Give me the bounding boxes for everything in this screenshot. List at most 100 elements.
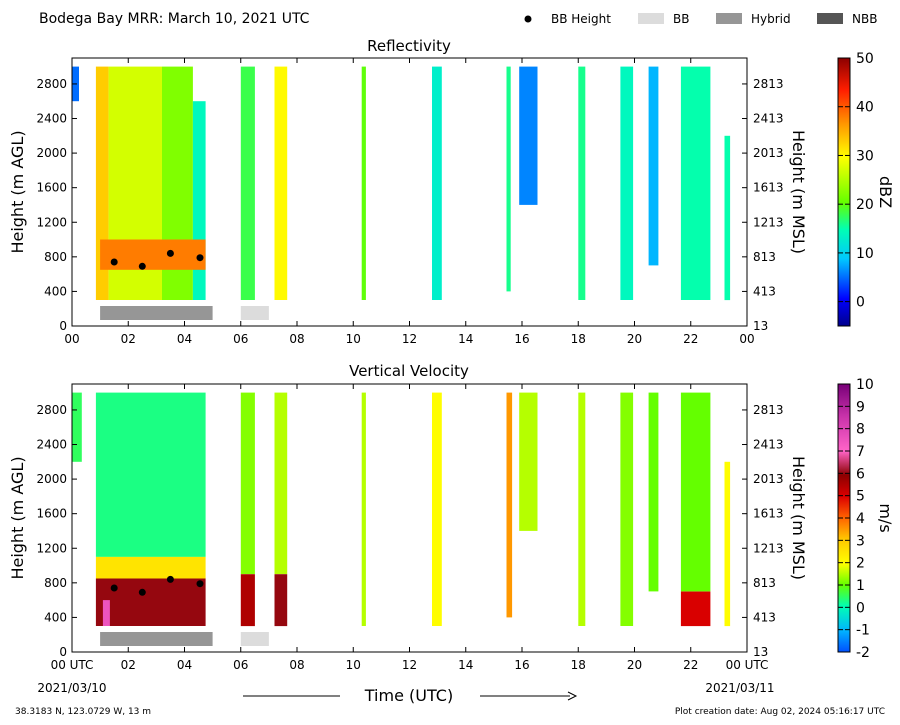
velocity-data-column	[519, 392, 538, 531]
reflectivity-ytick-label-right: 2013	[753, 146, 784, 160]
reflectivity-colorbar-label: dBZ	[876, 176, 895, 208]
velocity-axes: 0 13 400 413 800 813 1200 1213 1600 1613 2000 2013 2…	[36, 384, 784, 672]
reflectivity-ytick-label-right: 2813	[753, 77, 784, 91]
velocity-ytick-label: 2000	[36, 472, 67, 486]
reflectivity-ylabel-right: Height (m MSL)	[789, 130, 808, 254]
velocity-colorbar-tick-label: 3	[856, 533, 865, 549]
velocity-ytick-label-right: 413	[753, 610, 776, 624]
reflectivity-xtick-label: 06	[233, 332, 248, 346]
reflectivity-colorbar-strip	[837, 57, 851, 327]
velocity-colorbar-tick-label: -1	[856, 623, 870, 639]
velocity-ytick-label-right: 13	[753, 645, 768, 659]
velocity-colorbar-tick-label: 6	[856, 466, 865, 482]
velocity-xtick-label: 10	[346, 658, 361, 672]
velocity-bb-type-bar	[100, 632, 213, 646]
velocity-ytick-label: 1600	[36, 507, 67, 521]
legend-swatch-nbb	[817, 13, 843, 24]
velocity-xtick-label: 16	[514, 658, 529, 672]
velocity-bb-type-bar	[240, 632, 269, 646]
reflectivity-xtick-label: 14	[458, 332, 473, 346]
velocity-data-column	[648, 392, 659, 592]
end-date-label: 2021/03/11	[705, 681, 774, 695]
velocity-ytick-label: 2800	[36, 403, 67, 417]
velocity-bb-height-point	[138, 588, 146, 596]
legend-swatch-hybrid	[716, 13, 742, 24]
reflectivity-bb-type-bar	[100, 306, 213, 320]
reflectivity-data-column	[506, 66, 511, 292]
velocity-ytick-label-right: 813	[753, 576, 776, 590]
velocity-xtick-label: 20	[627, 658, 642, 672]
reflectivity-ytick-label: 1200	[36, 215, 67, 229]
reflectivity-colorbar-tick-label: 0	[856, 295, 865, 311]
reflectivity-bb-height-point	[166, 249, 174, 257]
velocity-ytick-label: 800	[44, 576, 67, 590]
velocity-xtick-label: 00 UTC	[51, 658, 94, 672]
reflectivity-data-column	[274, 66, 288, 300]
reflectivity-bb-height-point	[138, 262, 146, 270]
velocity-ytick-label-right: 2413	[753, 438, 784, 452]
reflectivity-data-column	[192, 101, 206, 300]
velocity-data-column	[274, 574, 288, 627]
reflectivity-colorbar-tick-label: 20	[856, 197, 874, 213]
velocity-xtick-label: 14	[458, 658, 473, 672]
velocity-ylabel: Height (m AGL)	[8, 456, 27, 579]
reflectivity-xtick-label: 16	[514, 332, 529, 346]
velocity-title: Vertical Velocity	[349, 362, 469, 380]
reflectivity-ytick-label: 2000	[36, 146, 67, 160]
reflectivity-colorbar-tick-label: 10	[856, 246, 874, 262]
velocity-bb-height-points	[110, 575, 204, 596]
velocity-data-column	[240, 574, 255, 627]
reflectivity-xtick-label: 00	[64, 332, 79, 346]
figure-legend: BB Height BB Hybrid NBB	[524, 12, 877, 26]
x-axis-label: Time (UTC)	[364, 686, 453, 705]
figure-title: Bodega Bay MRR: March 10, 2021 UTC	[39, 11, 310, 27]
reflectivity-data-column	[680, 66, 711, 300]
velocity-data	[72, 392, 731, 627]
velocity-data-column	[274, 392, 288, 575]
reflectivity-bb-height-points	[110, 249, 204, 270]
velocity-colorbar-tick-label: 10	[856, 377, 874, 393]
velocity-data-column	[680, 591, 711, 627]
velocity-ytick-label-right: 1213	[753, 541, 784, 555]
velocity-colorbar-tick-label: 7	[856, 444, 865, 460]
reflectivity-xtick-label: 22	[683, 332, 698, 346]
reflectivity-xtick-label: 00	[739, 332, 754, 346]
velocity-data-column	[95, 556, 206, 579]
reflectivity-data-column	[620, 66, 634, 300]
velocity-data-column	[361, 392, 366, 626]
reflectivity-ytick-label-right: 2413	[753, 112, 784, 126]
reflectivity-xtick-label: 08	[289, 332, 304, 346]
reflectivity-colorbar-tick-label: 40	[856, 100, 874, 116]
velocity-colorbar-tick-label: -2	[856, 645, 870, 661]
reflectivity-colorbar-tick-label: 50	[856, 51, 874, 67]
velocity-bb-height-point	[196, 580, 204, 588]
reflectivity-title: Reflectivity	[367, 37, 451, 55]
velocity-colorbar: -2 -1 0 1 2 3 4 5 6 7 8 9 10 m/s	[837, 377, 895, 661]
legend-swatch-bb	[638, 13, 664, 24]
reflectivity-xtick-label: 10	[346, 332, 361, 346]
reflectivity-ytick-label-right: 1213	[753, 215, 784, 229]
velocity-data-column	[578, 392, 586, 626]
reflectivity-ytick-label-right: 813	[753, 250, 776, 264]
reflectivity-bb-height-point	[196, 254, 204, 262]
velocity-ytick-label-right: 2013	[753, 472, 784, 486]
velocity-colorbar-tick-label: 5	[856, 489, 865, 505]
velocity-colorbar-tick-label: 9	[856, 399, 865, 415]
velocity-xtick-label: 06	[233, 658, 248, 672]
velocity-colorbar-tick-label: 4	[856, 511, 865, 527]
reflectivity-colorbar: 0 10 20 30 40 50 dBZ	[837, 51, 895, 327]
velocity-data-column	[95, 392, 206, 557]
velocity-xtick-label: 04	[177, 658, 192, 672]
velocity-bb-type-bars	[100, 632, 269, 646]
velocity-ytick-label: 1200	[36, 541, 67, 555]
velocity-data-column	[240, 392, 255, 575]
velocity-data-column	[432, 392, 442, 626]
reflectivity-colorbar-tick-label: 30	[856, 148, 874, 164]
reflectivity-data	[72, 66, 731, 301]
velocity-ytick-label-right: 2813	[753, 403, 784, 417]
reflectivity-ytick-label: 0	[59, 319, 67, 333]
